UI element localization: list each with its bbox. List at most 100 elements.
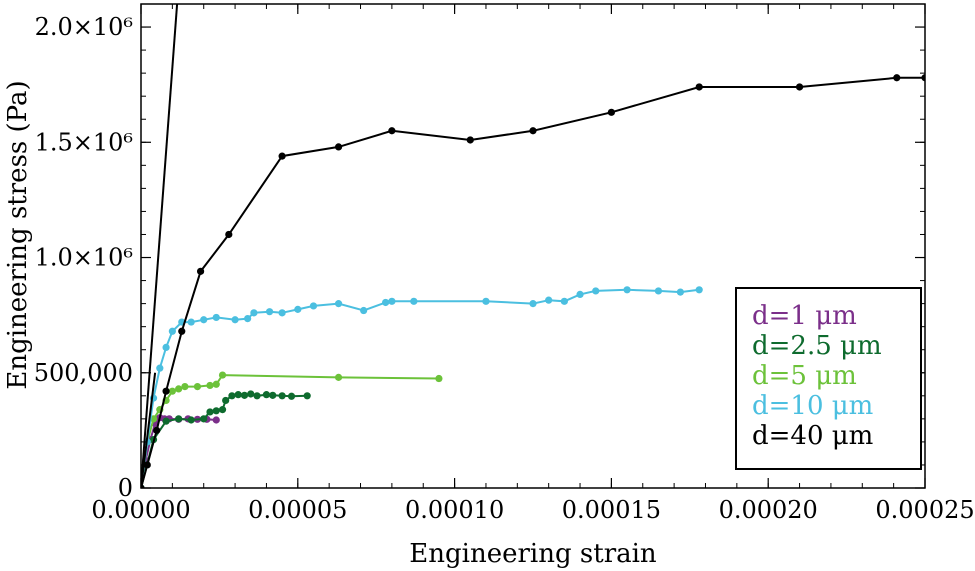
data-point	[162, 417, 170, 425]
data-point	[388, 297, 396, 305]
data-point	[222, 396, 230, 405]
data-point	[175, 385, 183, 393]
y-tick-label: 0	[118, 474, 133, 502]
data-point	[231, 316, 239, 324]
data-point	[278, 152, 286, 160]
data-point	[187, 318, 195, 326]
y-axis-title: Engineering stress (Pa)	[3, 80, 33, 389]
data-point	[466, 136, 474, 144]
data-point	[212, 313, 220, 322]
data-point	[212, 416, 220, 424]
data-point	[269, 391, 277, 399]
data-point	[654, 287, 663, 295]
data-point	[695, 83, 703, 91]
data-point	[388, 127, 396, 135]
series-layer	[141, 4, 925, 488]
data-point	[162, 343, 170, 352]
data-point	[247, 390, 255, 398]
x-tick-label: 0.00000	[91, 496, 190, 524]
y-tick-label: 2.0×10⁶	[35, 13, 133, 41]
data-point	[287, 392, 296, 400]
data-point	[181, 382, 189, 391]
data-point	[435, 374, 443, 383]
data-point	[592, 287, 600, 295]
data-point	[162, 387, 170, 395]
data-point	[244, 315, 252, 323]
data-point	[228, 392, 236, 400]
x-axis-title: Engineering strain	[409, 539, 657, 569]
data-point	[334, 300, 343, 308]
legend-entry: d=1 μm	[752, 301, 857, 331]
data-point	[607, 108, 616, 116]
data-point	[334, 373, 343, 381]
data-point	[175, 415, 183, 423]
data-point	[334, 143, 343, 151]
data-point	[545, 296, 553, 304]
data-point	[206, 408, 214, 416]
y-tick-label: 1.0×10⁶	[35, 244, 133, 272]
legend-entry: d=5 μm	[752, 361, 857, 391]
data-point	[309, 302, 318, 310]
data-point	[193, 382, 202, 391]
data-point	[893, 74, 901, 82]
y-axis: 0 500,000 1.0×10⁶ 1.5×10⁶ 2.0×10⁶	[34, 3, 925, 502]
x-tick-label: 0.00010	[405, 496, 504, 524]
data-point	[253, 392, 261, 400]
data-point	[178, 327, 186, 335]
data-point	[143, 461, 151, 469]
data-point	[294, 305, 302, 313]
legend-entry: d=10 μm	[752, 391, 873, 421]
x-tick-label: 0.00025	[875, 496, 974, 524]
data-point	[262, 391, 271, 399]
data-point	[278, 309, 286, 317]
data-point	[529, 300, 537, 308]
series-line-5	[141, 4, 179, 488]
data-point	[168, 327, 176, 335]
y-tick-label: 1.5×10⁶	[35, 128, 133, 156]
data-point	[225, 230, 233, 239]
legend-entry: d=40 μm	[752, 421, 873, 451]
legend-box	[735, 287, 922, 470]
data-point	[303, 392, 311, 400]
data-point	[240, 391, 249, 399]
data-point	[156, 364, 164, 372]
series-line-6	[141, 372, 157, 488]
data-point	[250, 309, 258, 317]
data-point	[206, 381, 214, 390]
data-point	[218, 406, 227, 414]
data-point	[482, 297, 490, 305]
y-tick-label: 500,000	[34, 359, 133, 387]
x-tick-label: 0.00015	[562, 496, 661, 524]
series-line-3	[141, 288, 700, 488]
data-point	[196, 267, 205, 275]
data-point	[921, 74, 925, 82]
data-point	[200, 415, 208, 423]
legend-entry: d=2.5 μm	[752, 331, 882, 361]
series-line-2	[141, 374, 439, 488]
data-point	[212, 407, 220, 415]
data-point	[410, 297, 418, 305]
legend: d=1 μmd=2.5 μmd=5 μmd=10 μmd=40 μm	[735, 287, 922, 470]
data-point	[153, 426, 161, 434]
data-point	[360, 306, 368, 315]
data-point	[200, 316, 208, 324]
data-point	[529, 127, 537, 135]
x-tick-label: 0.00005	[248, 496, 347, 524]
data-point	[576, 290, 584, 298]
data-point	[795, 83, 804, 91]
data-point	[676, 288, 684, 296]
plot-frame	[140, 3, 926, 489]
data-point	[212, 380, 220, 388]
data-point	[187, 416, 195, 424]
data-point	[560, 297, 568, 305]
data-point	[218, 371, 227, 379]
x-axis: 0.00000 0.00005 0.00010 0.00015 0.00020 0.000…	[91, 4, 975, 524]
data-point	[623, 286, 631, 294]
data-point	[234, 391, 242, 399]
data-point	[278, 392, 286, 400]
data-point	[265, 308, 274, 316]
data-point	[168, 387, 176, 395]
x-tick-label: 0.00020	[719, 496, 818, 524]
data-point	[382, 298, 390, 307]
